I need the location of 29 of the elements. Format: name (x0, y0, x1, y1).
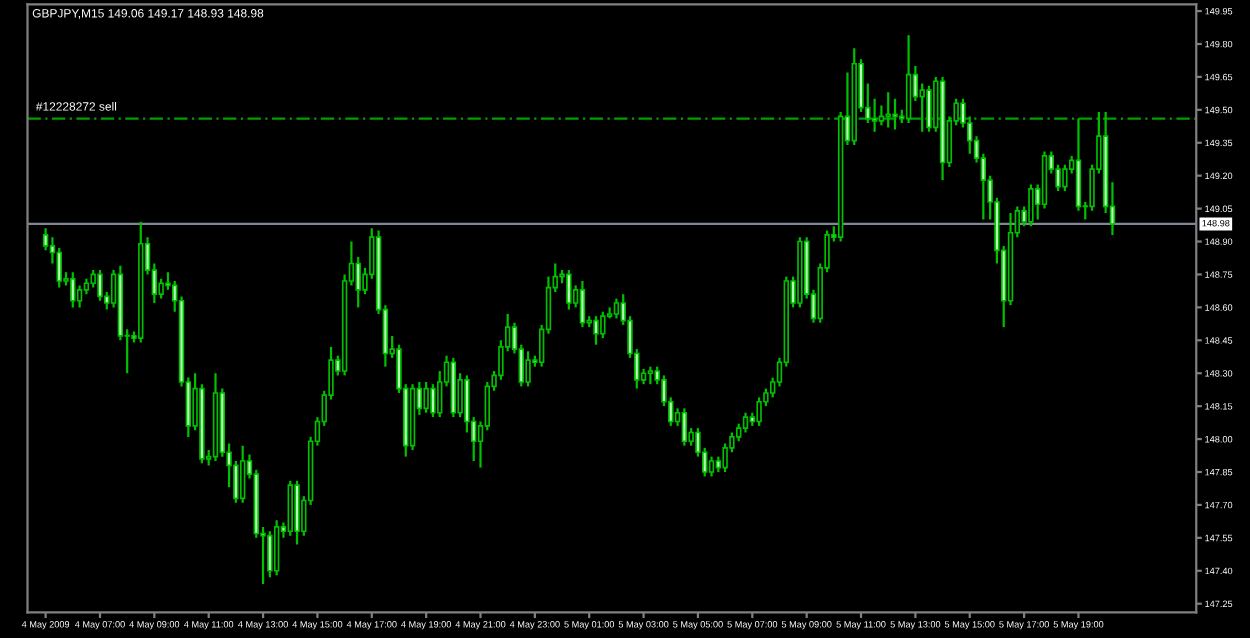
candlestick (158, 277, 164, 300)
candlestick (926, 84, 932, 133)
candlestick (1075, 117, 1082, 212)
candlestick (708, 455, 715, 478)
candlestick (97, 268, 103, 302)
candlestick (742, 411, 749, 434)
candlestick (600, 310, 606, 340)
candlestick (579, 279, 586, 329)
candlestick (430, 383, 436, 419)
candlestick (613, 297, 620, 320)
candlestick (423, 380, 429, 414)
candlestick (1028, 183, 1034, 228)
candlestick (681, 407, 688, 447)
candlestick (70, 271, 76, 309)
candlestick (756, 396, 762, 428)
candlestick (267, 530, 273, 579)
candlestick (919, 82, 925, 133)
candlestick (566, 268, 572, 311)
candlestick (892, 97, 898, 131)
candlestick (76, 284, 83, 309)
candlestick (273, 519, 280, 577)
candlestick (593, 315, 599, 346)
candlestick (287, 479, 293, 537)
candlestick (525, 350, 531, 388)
candlestick (1062, 163, 1068, 193)
candlestick (239, 444, 246, 504)
candlestick (905, 34, 912, 125)
candlestick (294, 479, 300, 546)
candlestick (885, 91, 891, 129)
